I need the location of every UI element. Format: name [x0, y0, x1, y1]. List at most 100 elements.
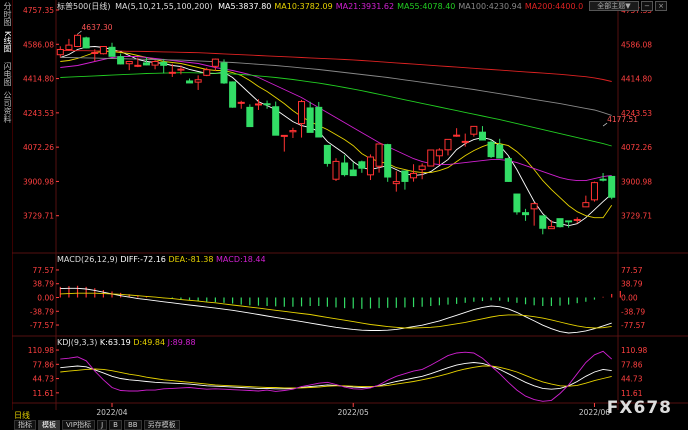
candle-body-50: [487, 141, 495, 158]
indicator-tabs: 指标 模板 VIP指标 J B BB 另存模板: [14, 420, 180, 430]
candle-body-11: [151, 61, 159, 66]
kdj-header: KDJ(9,3,3) K:63.19 D:49.84 J:89.88: [57, 338, 196, 347]
candle-body-59: [565, 220, 573, 223]
kdj-ytick-left-3: 11.61: [33, 389, 55, 398]
candle-body-32: [332, 160, 340, 180]
candle-body-26: [280, 134, 288, 137]
candle-body-64: [608, 175, 616, 198]
theme-dropdown[interactable]: 全部主题▼: [589, 1, 639, 11]
tab-indicator[interactable]: 指标: [14, 420, 36, 430]
candle-body-54: [522, 212, 530, 216]
candle-body-1: [65, 44, 73, 51]
candle-body-4: [91, 52, 99, 55]
tab-save-template[interactable]: 另存模板: [143, 420, 180, 430]
stock-chart[interactable]: 4757.354757.354586.084586.084414.804414.…: [12, 0, 688, 420]
candle-body-43: [427, 149, 435, 167]
candle-body-28: [298, 101, 306, 125]
macd-ytick-left-4: -77.57: [30, 321, 54, 330]
candle-body-21: [237, 101, 245, 104]
candle-body-34: [349, 169, 357, 177]
candle-body-45: [444, 138, 452, 151]
candle-body-24: [263, 103, 271, 106]
ma-value-2: MA21:3931.62: [335, 2, 395, 11]
candle-body-7: [117, 56, 125, 65]
price-ytick-left-0: 4757.35: [23, 6, 54, 15]
xtick-label-1: 2022/05: [338, 408, 369, 417]
annotation-label-1: 4177.51: [607, 115, 638, 124]
ma-line-ma100: [60, 57, 612, 116]
candle-body-17: [203, 69, 211, 76]
candle-body-49: [478, 131, 486, 141]
candle-body-44: [435, 149, 443, 157]
watermark-logo: FX678: [606, 398, 672, 418]
macd-header: MACD(26,12,9) DIFF:-72.16 DEA:-81.38 MAC…: [57, 255, 266, 264]
candle-body-35: [358, 161, 366, 169]
period-indicator: 日线: [14, 410, 30, 420]
macd-ytick-left-0: 77.57: [33, 266, 55, 275]
side-tab-2[interactable]: 闪电图: [3, 62, 12, 86]
price-ytick-left-6: 3729.71: [23, 212, 54, 221]
tab-template[interactable]: 模板: [38, 420, 60, 430]
candle-body-42: [418, 165, 426, 171]
candle-body-47: [461, 140, 469, 143]
macd-title: MACD(26,12,9): [57, 255, 118, 264]
side-tab-1[interactable]: K线图: [3, 31, 12, 53]
symbol-label: 标普500: [57, 2, 89, 11]
candle-body-51: [496, 144, 504, 159]
annotation-pointer-0: [77, 30, 82, 35]
candle-body-9: [134, 64, 142, 67]
tab-vip-indicator[interactable]: VIP指标: [62, 420, 96, 430]
kdj-ytick-right-1: 77.86: [621, 360, 643, 369]
candle-body-13: [168, 71, 176, 74]
kdj-line-k: [60, 362, 612, 390]
kdj-ytick-left-1: 77.86: [33, 360, 55, 369]
minus-button[interactable]: −: [641, 1, 653, 11]
macd-ytick-left-3: -38.79: [30, 307, 54, 316]
macd-ytick-right-4: -77.57: [621, 321, 645, 330]
candle-body-58: [556, 218, 564, 228]
side-tab-3[interactable]: 公司资料: [3, 91, 12, 123]
candle-body-33: [341, 162, 349, 176]
tab-b[interactable]: B: [109, 420, 122, 430]
side-tab-0[interactable]: 分时图: [3, 2, 12, 26]
price-ytick-left-2: 4414.80: [23, 75, 54, 84]
price-ytick-left-1: 4586.08: [23, 40, 54, 49]
ma-value-5: MA200:4400.0: [524, 2, 584, 11]
macd-ytick-right-1: 38.79: [621, 280, 643, 289]
price-ytick-right-5: 3900.98: [621, 177, 652, 186]
candle-body-0: [56, 49, 64, 56]
candle-body-52: [504, 158, 512, 182]
candle-body-2: [74, 34, 82, 48]
candle-body-62: [590, 182, 598, 201]
period-label: 日线: [91, 2, 108, 11]
kdj-ytick-left-0: 110.98: [28, 346, 54, 355]
ma-line-ma200: [60, 50, 612, 82]
bottom-period-label[interactable]: 日线: [14, 411, 30, 420]
candle-body-25: [272, 106, 280, 136]
candle-body-23: [254, 103, 262, 106]
macd-line-diff: [60, 287, 612, 334]
candle-body-36: [366, 156, 374, 176]
macd-ytick-right-3: -38.79: [621, 307, 645, 316]
macd-ytick-left-2: 0.00: [37, 294, 54, 303]
candle-body-31: [323, 144, 331, 164]
candle-body-41: [410, 172, 418, 179]
macd-value: MACD:18.44: [216, 255, 266, 264]
tab-bb[interactable]: BB: [123, 420, 142, 430]
macd-ytick-right-0: 77.57: [621, 266, 643, 275]
candle-body-46: [453, 134, 461, 137]
macd-ytick-right-2: 0.00: [621, 294, 638, 303]
candle-body-19: [220, 62, 228, 84]
candle-body-38: [384, 144, 392, 178]
candle-body-55: [530, 203, 538, 210]
candle-body-16: [194, 79, 202, 83]
macd-dea: DEA:-81.38: [168, 255, 214, 264]
bottom-toolbar: 日线 指标 模板 VIP指标 J B BB 另存模板: [0, 410, 688, 430]
candle-body-8: [125, 61, 133, 65]
candle-body-53: [513, 193, 521, 213]
candle-body-56: [539, 215, 547, 229]
candle-body-61: [582, 202, 590, 208]
close-icon[interactable]: ×: [655, 1, 667, 11]
annotation-pointer-1: [602, 122, 608, 127]
tab-j[interactable]: J: [97, 420, 108, 430]
